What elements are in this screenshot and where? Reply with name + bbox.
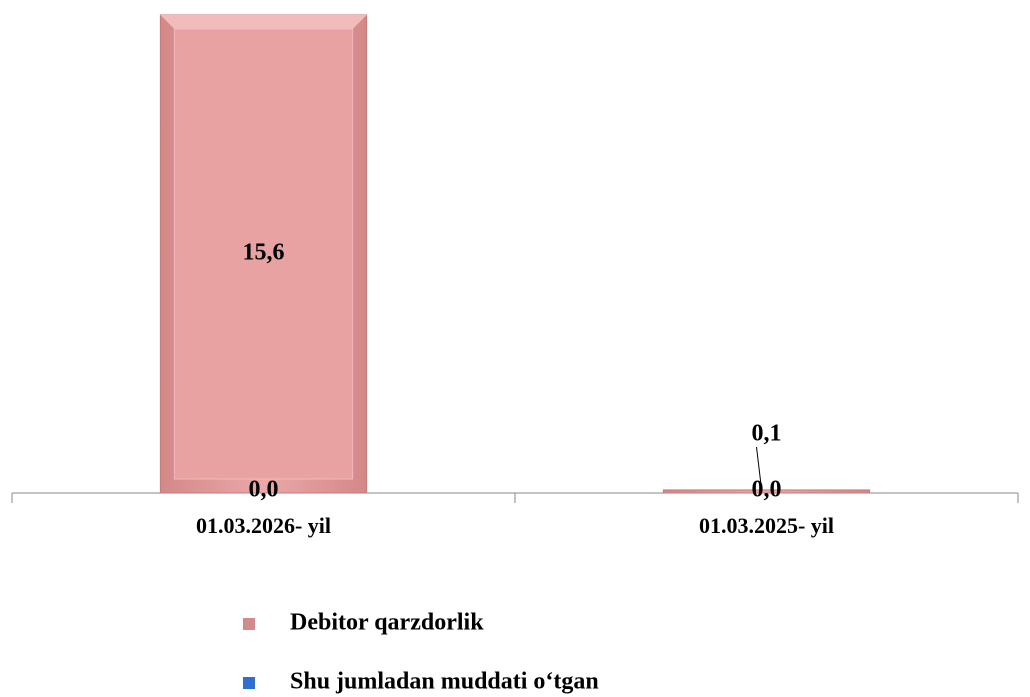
value-label: 0,1 <box>752 421 782 447</box>
value-label: 0,0 <box>249 477 279 503</box>
legend-label: Debitor qarzdorlik <box>290 610 484 636</box>
x-tick-label: 01.03.2026- yil <box>196 513 331 538</box>
value-label: 0,0 <box>752 477 782 503</box>
legend-swatch <box>243 618 255 630</box>
bar <box>662 489 871 494</box>
legend-swatch <box>243 677 255 689</box>
leader-line <box>756 446 762 489</box>
value-label: 15,6 <box>243 240 285 266</box>
x-tick-label: 01.03.2025- yil <box>699 513 834 538</box>
legend-label: Shu jumladan muddati o‘tgan <box>290 669 599 695</box>
bar-bevel-top <box>160 15 367 29</box>
